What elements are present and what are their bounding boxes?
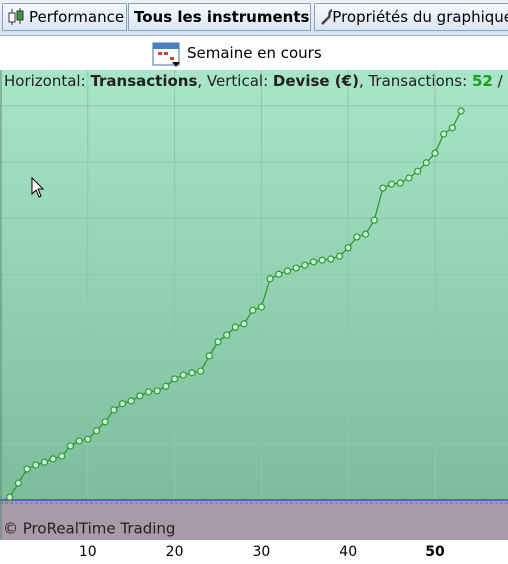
winning-count: 52 [472, 72, 493, 90]
point [118, 400, 127, 408]
info-line: Horizontal: Transactions, Vertical: Devi… [4, 72, 508, 90]
point [292, 264, 300, 272]
info-text: , Vertical: [197, 72, 268, 90]
period-bar: Semaine en cours [0, 36, 508, 70]
point [414, 167, 422, 175]
dropdown-arrow [309, 12, 310, 22]
point [197, 367, 205, 375]
point [40, 458, 49, 466]
calendar-icon[interactable] [152, 40, 182, 68]
point [66, 442, 75, 450]
info-text: , Transactions: [359, 72, 467, 90]
negative-area [0, 500, 508, 540]
info-text: Horizontal: [4, 72, 86, 90]
point [431, 149, 439, 157]
properties-button[interactable]: Propriétés du graphique [314, 3, 508, 31]
y-axis-label: Devise (€) [273, 72, 359, 90]
point [440, 130, 448, 138]
point [335, 252, 344, 260]
cursor [31, 176, 45, 198]
watermark: © ProRealTime Trading [3, 520, 175, 538]
separator: / [498, 72, 504, 90]
wrench-icon [321, 9, 333, 25]
point [14, 479, 22, 487]
point [457, 107, 465, 115]
point [101, 418, 109, 426]
point [144, 388, 153, 396]
plot-area [0, 70, 508, 500]
performance-button[interactable]: Performance [2, 3, 127, 31]
point [171, 375, 179, 383]
point [84, 435, 92, 443]
point [448, 124, 456, 132]
point [370, 216, 378, 224]
point [422, 159, 430, 167]
toolbar: Performance Tous les instruments Proprié… [0, 0, 508, 36]
point [49, 455, 57, 463]
point [344, 244, 352, 252]
point [396, 179, 404, 187]
x-tick-label: 40 [339, 544, 357, 560]
point [301, 261, 309, 269]
point [188, 369, 196, 377]
performance-label: Performance [29, 8, 125, 26]
properties-label: Propriétés du graphique [332, 8, 508, 26]
x-axis-label: Transactions [90, 72, 197, 90]
point [136, 392, 144, 400]
point [179, 371, 187, 379]
x-tick-label: 30 [252, 544, 270, 560]
point [75, 437, 83, 445]
point [153, 387, 161, 395]
x-tick-label: 50 [425, 544, 445, 560]
candle-icon [8, 8, 24, 25]
point [353, 233, 361, 241]
point [275, 270, 283, 278]
point [388, 180, 396, 188]
point [379, 184, 387, 192]
point [6, 493, 14, 501]
point [361, 230, 370, 238]
point [92, 427, 101, 435]
x-tick-label: 10 [79, 544, 97, 560]
point [162, 382, 170, 390]
instruments-dropdown[interactable]: Tous les instruments [128, 3, 311, 31]
point [249, 306, 257, 314]
point [127, 397, 135, 405]
point [231, 323, 239, 331]
point [327, 255, 335, 263]
instruments-label: Tous les instruments [134, 8, 310, 26]
point [214, 338, 222, 346]
x-tick-label: 20 [166, 544, 184, 560]
point [205, 352, 213, 360]
point [266, 275, 274, 283]
point [110, 406, 118, 414]
point [309, 258, 318, 266]
point [223, 331, 231, 339]
point [23, 465, 31, 473]
point [58, 452, 66, 460]
point [318, 256, 326, 264]
chart: 10 20 30 40 50 Horizontal: Transactions, Vert… [0, 70, 508, 564]
point [32, 461, 40, 469]
point [257, 303, 265, 311]
point [240, 320, 248, 328]
point [405, 174, 413, 182]
period-label[interactable]: Semaine en cours [187, 44, 322, 62]
point [283, 267, 292, 275]
x-axis-strip [0, 539, 508, 564]
